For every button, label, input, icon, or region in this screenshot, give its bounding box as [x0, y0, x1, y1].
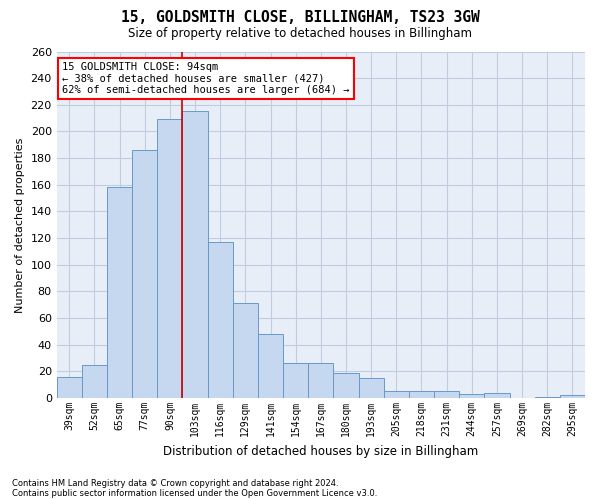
Bar [484, 393, 509, 398]
Bar [283, 364, 308, 398]
Bar [258, 334, 283, 398]
Bar [434, 392, 459, 398]
Bar [56, 377, 82, 398]
Text: Contains public sector information licensed under the Open Government Licence v3: Contains public sector information licen… [12, 488, 377, 498]
Bar [384, 392, 409, 398]
Bar [308, 364, 334, 398]
Bar [560, 396, 585, 398]
Bar [409, 392, 434, 398]
Bar [107, 188, 132, 398]
Bar [132, 150, 157, 398]
Y-axis label: Number of detached properties: Number of detached properties [15, 137, 25, 312]
Text: Contains HM Land Registry data © Crown copyright and database right 2024.: Contains HM Land Registry data © Crown c… [12, 478, 338, 488]
Bar [334, 373, 359, 398]
X-axis label: Distribution of detached houses by size in Billingham: Distribution of detached houses by size … [163, 444, 478, 458]
Bar [157, 120, 182, 398]
Bar [535, 397, 560, 398]
Text: 15 GOLDSMITH CLOSE: 94sqm
← 38% of detached houses are smaller (427)
62% of semi: 15 GOLDSMITH CLOSE: 94sqm ← 38% of detac… [62, 62, 349, 95]
Bar [82, 365, 107, 398]
Bar [208, 242, 233, 398]
Bar [182, 112, 208, 398]
Text: 15, GOLDSMITH CLOSE, BILLINGHAM, TS23 3GW: 15, GOLDSMITH CLOSE, BILLINGHAM, TS23 3G… [121, 10, 479, 25]
Bar [459, 394, 484, 398]
Text: Size of property relative to detached houses in Billingham: Size of property relative to detached ho… [128, 28, 472, 40]
Bar [233, 304, 258, 398]
Bar [359, 378, 384, 398]
